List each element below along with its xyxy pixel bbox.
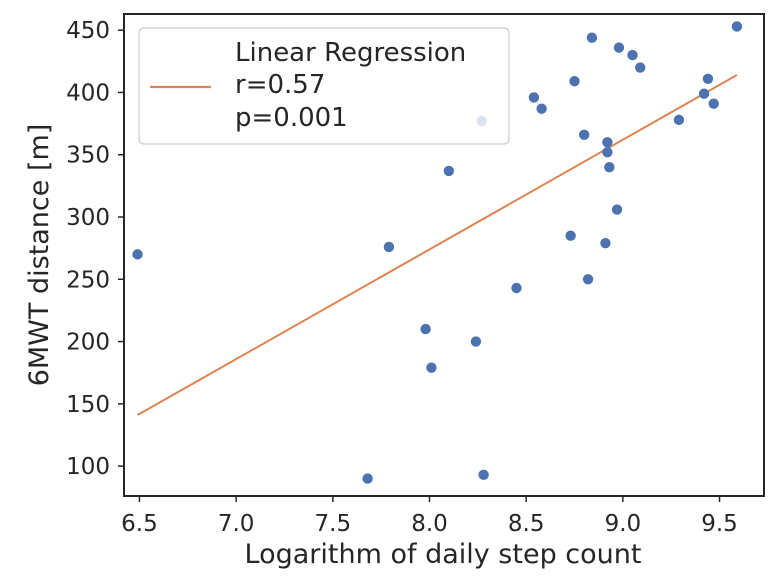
- scatter-point: [600, 237, 611, 249]
- y-tick-label: 100: [66, 454, 110, 480]
- scatter-point: [470, 336, 482, 347]
- scatter-point: [443, 165, 455, 177]
- scatter-point: [708, 98, 719, 109]
- y-tick-label: 350: [66, 143, 110, 169]
- scatter-point: [565, 230, 576, 241]
- scatter-point: [702, 73, 714, 84]
- scatter-point: [602, 137, 613, 148]
- x-tick-label: 7.5: [315, 511, 352, 537]
- scatter-point: [604, 161, 615, 173]
- legend-r-value: r=0.57: [235, 70, 325, 100]
- scatter-point: [602, 147, 613, 158]
- scatter-point: [569, 76, 580, 87]
- x-axis-ticks: 6.5 7.0 7.5 8.0 8.5 9.0 9.5: [121, 496, 738, 537]
- legend-entry-label: Linear Regression: [235, 38, 466, 68]
- scatter-point: [627, 49, 638, 61]
- scatter-point: [478, 469, 489, 481]
- x-tick-label: 9.5: [701, 511, 738, 537]
- legend-p-value: p=0.001: [235, 103, 348, 133]
- x-tick-label: 7.0: [218, 511, 255, 537]
- scatter-point: [586, 32, 598, 43]
- scatter-point: [132, 249, 143, 260]
- y-tick-label: 400: [66, 80, 110, 106]
- scatter-point: [698, 88, 710, 99]
- scatter-point: [426, 362, 437, 373]
- x-tick-label: 8.5: [508, 511, 545, 537]
- scatter-point: [635, 62, 646, 73]
- y-tick-label: 200: [66, 330, 110, 356]
- scatter-point: [731, 21, 743, 32]
- y-axis-ticks: 100 150 200 250 300 350 400 450: [66, 18, 124, 480]
- y-tick-label: 150: [66, 392, 110, 418]
- scatter-point: [362, 473, 373, 484]
- data-marks: [132, 21, 743, 484]
- y-axis-label: 6MWT distance [m]: [24, 124, 55, 387]
- x-tick-label: 9.0: [605, 511, 642, 537]
- y-tick-label: 300: [66, 205, 110, 231]
- plot-area-frame: [123, 13, 765, 497]
- scatter-point: [613, 42, 625, 53]
- scatter-point: [420, 323, 431, 335]
- scatter-point: [536, 103, 547, 114]
- scatter-point: [511, 282, 522, 294]
- regression-line: [137, 74, 738, 416]
- x-axis-label: Logarithm of daily step count: [245, 539, 642, 570]
- scatter-point: [528, 92, 540, 103]
- y-tick-label: 250: [66, 267, 110, 293]
- scatter-point: [582, 274, 594, 285]
- scatter-point: [578, 129, 590, 141]
- scatter-point: [383, 241, 395, 253]
- x-tick-label: 6.5: [121, 511, 158, 537]
- legend: Linear Regression r=0.57 p=0.001: [138, 27, 510, 145]
- scatter-point: [611, 204, 623, 215]
- legend-box: [138, 27, 510, 145]
- scatter-point: [673, 114, 685, 126]
- y-tick-label: 450: [66, 18, 110, 44]
- x-tick-label: 8.0: [411, 511, 448, 537]
